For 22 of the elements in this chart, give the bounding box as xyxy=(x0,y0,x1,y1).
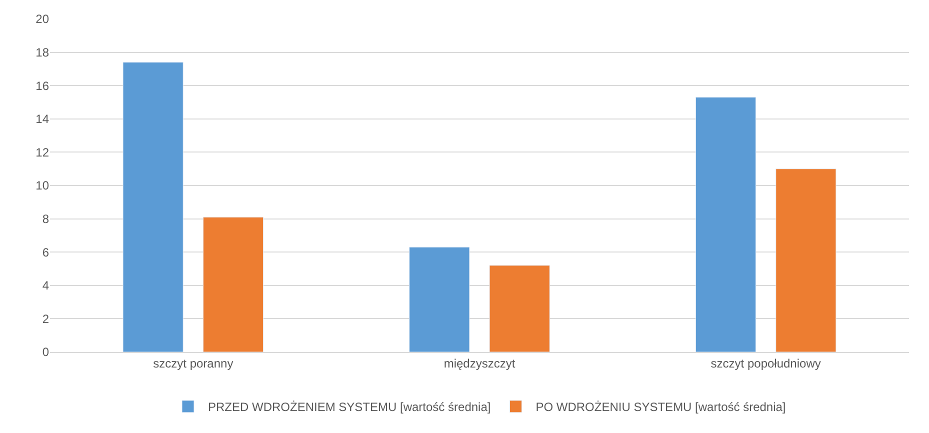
y-tick-label: 2 xyxy=(42,312,50,326)
bar xyxy=(202,216,264,352)
bar xyxy=(489,265,550,352)
bar xyxy=(122,62,184,352)
y-tick-label: 0 xyxy=(42,345,50,360)
y-tick-label: 10 xyxy=(36,178,50,193)
y-tick-label: 12 xyxy=(36,145,50,160)
x-tick-label: międzyszczyt xyxy=(444,356,516,370)
y-tick-label: 16 xyxy=(36,78,50,93)
bar xyxy=(409,246,470,352)
bar xyxy=(776,168,836,352)
x-tick-label: szczyt popołudniowy xyxy=(710,356,821,370)
x-tick-label: szczyt poranny xyxy=(153,356,234,370)
y-tick-label: 18 xyxy=(36,46,50,60)
y-tick-label: 4 xyxy=(42,278,50,293)
y-tick-label: 8 xyxy=(42,212,50,226)
y-tick-label: 20 xyxy=(36,12,50,26)
bar xyxy=(695,97,756,352)
y-tick-label: 14 xyxy=(36,112,50,126)
y-tick-label: 6 xyxy=(42,245,50,260)
legend-label: PRZED WDROŻENIEM SYSTEMU [wartość średnia] xyxy=(208,400,491,414)
legend-label: PO WDROŻENIU SYSTEMU [wartość średnia] xyxy=(536,400,786,414)
